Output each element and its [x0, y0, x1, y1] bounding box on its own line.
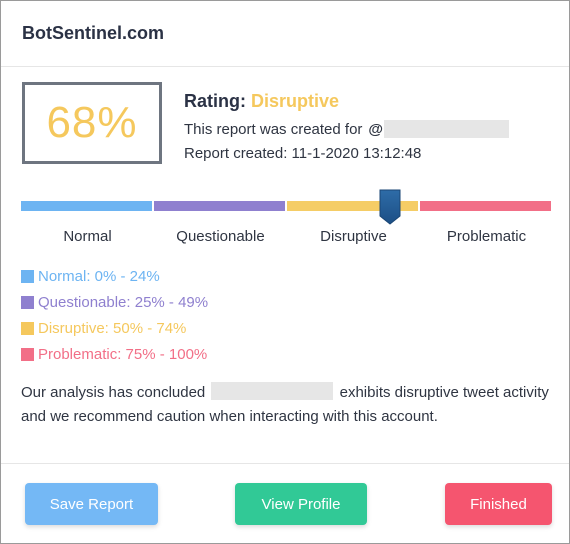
scale-label-normal: Normal — [63, 228, 112, 245]
legend-item-normal: Normal: 0% - 24% — [21, 263, 208, 289]
legend-text-normal: Normal: 0% - 24% — [38, 267, 160, 285]
scale-segment-problematic — [420, 201, 551, 211]
view-profile-button[interactable]: View Profile — [235, 483, 367, 525]
at-symbol: @ — [368, 120, 384, 138]
legend-swatch-problematic — [21, 347, 34, 361]
save-report-button[interactable]: Save Report — [25, 483, 158, 525]
legend-item-problematic: Problematic: 75% - 100% — [21, 341, 208, 367]
rating-legend: Normal: 0% - 24% Questionable: 25% - 49%… — [21, 263, 208, 367]
legend-swatch-normal — [21, 269, 34, 283]
legend-item-questionable: Questionable: 25% - 49% — [21, 289, 208, 315]
score-marker-icon — [379, 189, 401, 225]
scale-segment-questionable — [154, 201, 285, 211]
scale-label-disruptive: Disruptive — [320, 228, 387, 245]
rating-value: Disruptive — [251, 91, 340, 111]
score-value: 68% — [46, 98, 138, 147]
rating-label: Rating: — [184, 91, 246, 111]
redacted-handle — [384, 120, 510, 138]
legend-item-disruptive: Disruptive: 50% - 74% — [21, 315, 208, 341]
dialog-footer: Save Report View Profile Finished — [1, 463, 569, 544]
legend-text-problematic: Problematic: 75% - 100% — [38, 345, 208, 363]
created-for-text: This report was created for — [184, 120, 363, 138]
scale-labels: Normal Questionable Disruptive Problemat… — [21, 228, 553, 248]
legend-swatch-disruptive — [21, 321, 34, 335]
legend-swatch-questionable — [21, 295, 34, 309]
rating-line: Rating: Disruptive — [184, 91, 339, 112]
scale-label-questionable: Questionable — [176, 228, 265, 245]
analysis-text: Our analysis has concluded exhibits disr… — [21, 381, 551, 429]
dialog-header: BotSentinel.com — [1, 1, 569, 67]
legend-text-disruptive: Disruptive: 50% - 74% — [38, 319, 187, 337]
analysis-prefix: Our analysis has concluded — [21, 384, 206, 401]
scale-segment-disruptive — [287, 201, 418, 211]
finished-button[interactable]: Finished — [445, 483, 552, 525]
analysis-suffix: exhibits disruptive tweet activity and w… — [21, 384, 549, 425]
report-created-date: Report created: 11-1-2020 13:12:48 — [184, 145, 422, 162]
redacted-account-name — [211, 382, 334, 400]
score-box: 68% — [22, 82, 162, 164]
created-for-line: This report was created for @ — [184, 120, 510, 138]
rating-scale-bar — [21, 201, 551, 211]
legend-text-questionable: Questionable: 25% - 49% — [38, 293, 209, 311]
scale-label-problematic: Problematic — [446, 228, 527, 245]
site-title: BotSentinel.com — [22, 23, 165, 43]
scale-segment-normal — [21, 201, 152, 211]
